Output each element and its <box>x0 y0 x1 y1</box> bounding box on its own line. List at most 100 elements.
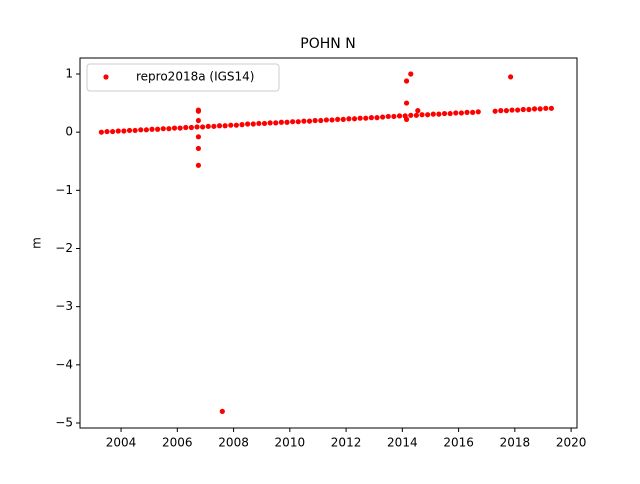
point <box>104 128 110 135</box>
point <box>188 124 194 131</box>
point <box>520 106 526 113</box>
point <box>408 112 414 118</box>
point <box>211 123 217 129</box>
point <box>216 123 223 129</box>
point <box>233 122 239 128</box>
point <box>380 114 386 120</box>
point <box>526 106 532 113</box>
x-tick-label: 2006 <box>162 436 193 450</box>
point <box>464 109 470 115</box>
point <box>267 120 273 126</box>
point <box>195 162 202 168</box>
point <box>447 110 453 117</box>
legend-label: repro2018a (IGS14) <box>136 70 254 84</box>
point <box>195 134 202 140</box>
point <box>98 129 104 135</box>
point <box>306 118 313 124</box>
y-tick-label: −2 <box>55 241 73 255</box>
point <box>453 110 459 116</box>
x-tick-label: 2018 <box>500 436 531 450</box>
legend-box <box>86 63 280 92</box>
y-tick-label: 0 <box>65 125 73 139</box>
point <box>115 128 121 134</box>
point <box>515 107 521 113</box>
y-tick-label: −4 <box>55 357 73 371</box>
plot-frame <box>79 57 578 429</box>
point <box>290 119 296 125</box>
point <box>250 121 256 127</box>
point <box>385 113 391 120</box>
y-tick-label: −1 <box>55 183 73 197</box>
point <box>200 124 206 130</box>
point <box>301 118 307 124</box>
x-tick-label: 2020 <box>556 436 587 450</box>
point <box>508 74 514 80</box>
point <box>441 110 448 117</box>
legend-marker <box>103 74 109 80</box>
point <box>138 127 144 133</box>
point <box>403 100 410 106</box>
point <box>278 119 284 125</box>
chart-title: POHN N <box>300 36 355 52</box>
point <box>436 111 442 117</box>
point <box>166 126 172 132</box>
point <box>492 108 498 114</box>
point <box>543 105 549 111</box>
point <box>273 120 279 126</box>
point <box>403 116 410 122</box>
point <box>403 78 410 84</box>
point <box>430 111 436 117</box>
point <box>329 117 335 123</box>
point <box>171 125 178 131</box>
point <box>470 109 476 115</box>
point <box>205 123 211 129</box>
point <box>340 116 346 122</box>
y-tick-label: 1 <box>65 66 73 80</box>
point <box>419 112 425 118</box>
point <box>149 126 155 132</box>
point <box>132 127 138 134</box>
x-tick-label: 2010 <box>275 436 306 450</box>
point <box>548 105 555 111</box>
point <box>391 113 397 120</box>
point <box>239 122 245 128</box>
point <box>195 145 202 152</box>
point <box>183 124 189 131</box>
x-tick-label: 2014 <box>387 436 418 450</box>
point <box>335 116 341 122</box>
point <box>219 408 225 414</box>
point <box>363 115 369 121</box>
point <box>228 122 234 128</box>
point <box>498 108 504 114</box>
point <box>155 126 161 132</box>
point <box>503 108 510 114</box>
x-tick-label: 2008 <box>218 436 249 450</box>
point <box>323 117 329 123</box>
point <box>408 71 414 77</box>
point <box>531 106 538 112</box>
x-tick-label: 2004 <box>106 436 137 450</box>
point <box>312 117 318 124</box>
point <box>110 128 116 135</box>
point <box>537 106 543 112</box>
point <box>425 112 431 118</box>
x-tick-label: 2016 <box>443 436 474 450</box>
point <box>126 127 133 134</box>
point <box>396 113 403 119</box>
point <box>351 116 358 122</box>
x-tick-label: 2012 <box>331 436 362 450</box>
point <box>475 109 481 115</box>
point <box>222 123 228 129</box>
point <box>121 128 127 134</box>
point <box>195 108 202 114</box>
point <box>143 127 149 133</box>
point <box>195 117 202 124</box>
point <box>357 115 363 121</box>
point <box>509 107 515 113</box>
point <box>261 120 268 127</box>
point <box>318 117 324 124</box>
point <box>368 115 374 121</box>
point <box>458 110 464 116</box>
point <box>177 125 183 131</box>
